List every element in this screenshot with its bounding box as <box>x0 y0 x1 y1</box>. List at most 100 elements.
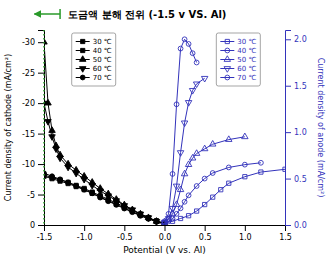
marker <box>138 213 142 217</box>
arrow-bar <box>59 9 61 19</box>
marker <box>74 184 78 188</box>
legend-label: 60 ℃ <box>237 65 256 73</box>
tick-label: 2.0 <box>294 35 307 44</box>
tick-mark <box>38 195 44 196</box>
marker <box>190 51 195 56</box>
tick-mark <box>38 42 44 43</box>
series <box>162 37 199 224</box>
marker <box>170 172 175 177</box>
tick: 1.0 <box>239 225 252 242</box>
x-axis-title: Potential (V vs. Al) <box>123 245 206 255</box>
tick-label: 1.0 <box>294 128 307 137</box>
chart-container: -1.5-1.0-0.50.00.51.01.50-5-10-15-20-25-… <box>0 0 329 259</box>
marker <box>166 211 171 216</box>
marker <box>193 150 199 156</box>
marker <box>66 180 71 185</box>
series-line <box>165 78 205 222</box>
tick: -25 <box>22 69 44 78</box>
legend-label: 30 ℃ <box>93 38 112 46</box>
y-axis-title: Current density of cathode (mA/cm²) <box>4 54 13 201</box>
marker <box>122 206 127 211</box>
marker <box>177 151 183 157</box>
axis-line <box>286 31 292 226</box>
marker <box>189 88 195 94</box>
y2-axis: 0.00.51.01.52.0 <box>285 31 307 231</box>
series <box>162 160 263 225</box>
marker <box>98 195 102 199</box>
marker <box>130 209 134 213</box>
series <box>44 38 168 225</box>
marker <box>153 219 159 225</box>
tick-mark <box>285 225 291 226</box>
tick-mark <box>38 134 44 135</box>
series-line <box>165 39 197 221</box>
tick-label: -1.0 <box>77 233 93 242</box>
marker <box>58 177 63 182</box>
tick: -10 <box>22 160 44 169</box>
marker <box>106 199 111 204</box>
series-line <box>165 163 261 223</box>
series <box>44 171 167 225</box>
legend-label: 40 ℃ <box>237 47 256 55</box>
tick-label: 0.0 <box>294 221 307 230</box>
legend-label: 50 ℃ <box>237 56 256 64</box>
marker <box>242 133 248 139</box>
tick: -5 <box>27 191 44 200</box>
legend-marker <box>80 75 85 80</box>
marker <box>243 175 247 179</box>
marker <box>201 145 207 151</box>
legend-marker <box>81 39 85 43</box>
legend-marker <box>225 75 230 80</box>
axis-line <box>38 31 45 226</box>
marker <box>210 171 215 176</box>
tick: 0 <box>30 221 44 230</box>
arrow <box>34 13 60 15</box>
marker <box>81 177 87 183</box>
marker <box>193 82 199 88</box>
marker <box>185 161 191 167</box>
tick-mark <box>205 225 206 231</box>
legend-item: 30 ℃ <box>76 38 112 46</box>
legend-label: 30 ℃ <box>237 38 256 46</box>
marker <box>74 184 79 189</box>
marker <box>45 120 51 126</box>
tick-mark <box>124 225 125 231</box>
tick-label: -25 <box>22 69 35 78</box>
legend-line <box>220 68 234 69</box>
marker <box>74 183 78 187</box>
tick-label: -20 <box>22 99 35 108</box>
tick: 1.5 <box>285 82 307 91</box>
x-axis: -1.5-1.0-0.50.00.51.01.5 <box>37 225 292 242</box>
legend-background <box>216 33 260 86</box>
marker <box>173 184 179 190</box>
tick-label: -1.5 <box>37 233 53 242</box>
chart-title: 도금액 분해 전위 (-1.5 v VS. Al) <box>68 9 226 20</box>
tick: 1.5 <box>279 225 292 242</box>
legend-item: 60 ℃ <box>220 65 256 73</box>
legend-item: 70 ℃ <box>220 74 256 82</box>
marker <box>186 42 191 47</box>
marker <box>106 199 110 203</box>
marker <box>202 176 207 181</box>
marker <box>259 170 263 174</box>
marker <box>194 60 199 65</box>
series <box>44 174 167 225</box>
marker <box>137 212 143 218</box>
legend-line <box>220 77 234 78</box>
marker <box>182 37 187 42</box>
marker <box>50 174 55 179</box>
marker <box>194 184 199 189</box>
tick-label: 0.0 <box>159 233 172 242</box>
legend-marker <box>79 56 85 62</box>
tick: 1.0 <box>285 128 307 137</box>
tick-mark <box>38 225 44 226</box>
legend-label: 70 ℃ <box>93 74 112 82</box>
series-line <box>165 137 245 222</box>
legend-item: 50 ℃ <box>76 56 112 64</box>
tick-mark <box>38 103 44 104</box>
marker <box>178 46 183 51</box>
marker <box>173 201 179 207</box>
legend-marker <box>79 67 85 73</box>
marker <box>195 209 199 213</box>
marker <box>89 184 95 190</box>
